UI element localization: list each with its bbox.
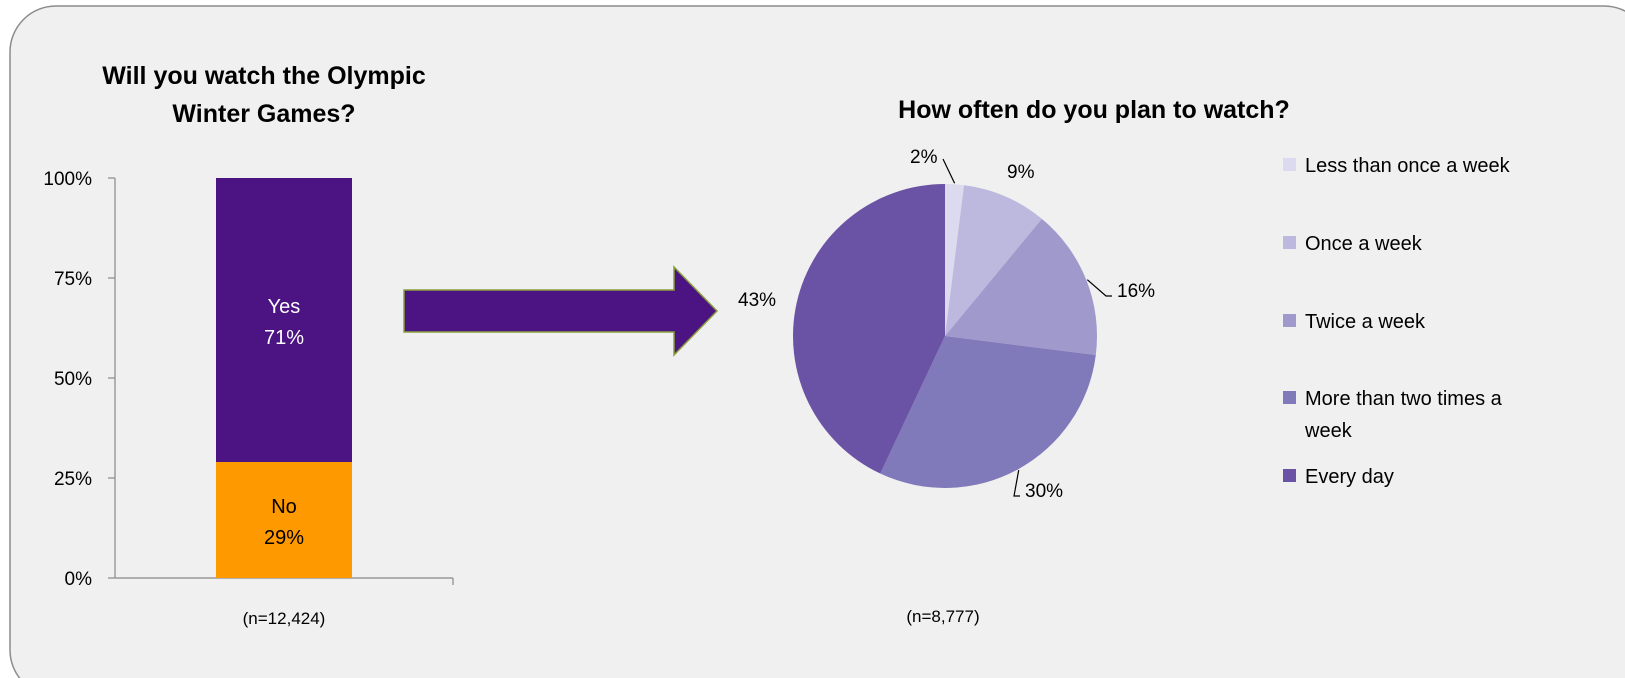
bar-segment-value: 29%	[264, 527, 304, 549]
bar-sample-size-note: (n=12,424)	[243, 609, 326, 628]
legend-swatch	[1283, 391, 1296, 404]
pie-sample-size-note: (n=8,777)	[906, 607, 979, 626]
pie-slice	[945, 184, 965, 336]
bar-segment-yes	[216, 178, 352, 462]
bar-segment-no	[216, 462, 352, 578]
bar-segment-label: Yes	[268, 296, 301, 318]
bar-segments: No 29% Yes 71%	[216, 178, 352, 578]
legend-item: Once a week	[1283, 233, 1423, 255]
legend-label: More than two times a	[1305, 388, 1503, 410]
legend-label: Every day	[1305, 466, 1394, 488]
legend-item: Every day	[1283, 466, 1394, 488]
pie-leader-line	[1013, 469, 1020, 497]
pie-data-label: 2%	[910, 147, 938, 168]
legend-item: Less than once a week	[1283, 155, 1511, 177]
bar-segment-value: 71%	[264, 327, 304, 349]
pie-chart: How often do you plan to watch? 2% 9% 16% 3…	[738, 96, 1511, 626]
legend-label: Less than once a week	[1305, 155, 1511, 177]
pie-labels: 2% 9% 16% 30% 43%	[738, 147, 1155, 502]
pie-leader-line	[1086, 279, 1112, 297]
bar-chart: Will you watch the Olympic Winter Games?…	[43, 62, 454, 628]
bar-segment-label: No	[271, 496, 297, 518]
bar-chart-title-line-2: Winter Games?	[172, 100, 355, 128]
legend-item: Twice a week	[1283, 311, 1426, 333]
pie-slice	[945, 218, 1097, 356]
y-tick-label: 75%	[54, 269, 92, 290]
pie-data-label: 30%	[1025, 481, 1063, 502]
flow-arrow	[403, 265, 719, 357]
y-tick-label: 50%	[54, 369, 92, 390]
pie-slices	[793, 184, 1097, 488]
pie-leader-line	[942, 158, 956, 184]
bar-chart-title-line-1: Will you watch the Olympic	[102, 62, 426, 90]
legend-label: week	[1304, 420, 1353, 442]
y-tick-label: 25%	[54, 469, 92, 490]
legend-swatch	[1283, 236, 1296, 249]
pie-data-label: 43%	[738, 290, 776, 311]
legend-swatch	[1283, 158, 1296, 171]
pie-chart-title: How often do you plan to watch?	[898, 96, 1290, 124]
pie-data-label: 16%	[1117, 281, 1155, 302]
y-tick-label: 100%	[43, 169, 92, 190]
legend-label: Twice a week	[1305, 311, 1426, 333]
legend-swatch	[1283, 469, 1296, 482]
pie-slice	[880, 336, 1096, 488]
legend-swatch	[1283, 314, 1296, 327]
pie-slice	[793, 184, 945, 474]
pie-slice	[945, 185, 1042, 336]
legend-label: Once a week	[1305, 233, 1423, 255]
bar-y-axis: 0% 25% 50% 75% 100%	[43, 169, 454, 590]
pie-legend: Less than once a week Once a week Twice a …	[1283, 155, 1511, 488]
y-tick-label: 0%	[65, 569, 93, 590]
legend-item: More than two times a week	[1283, 388, 1503, 442]
pie-data-label: 9%	[1007, 162, 1035, 183]
